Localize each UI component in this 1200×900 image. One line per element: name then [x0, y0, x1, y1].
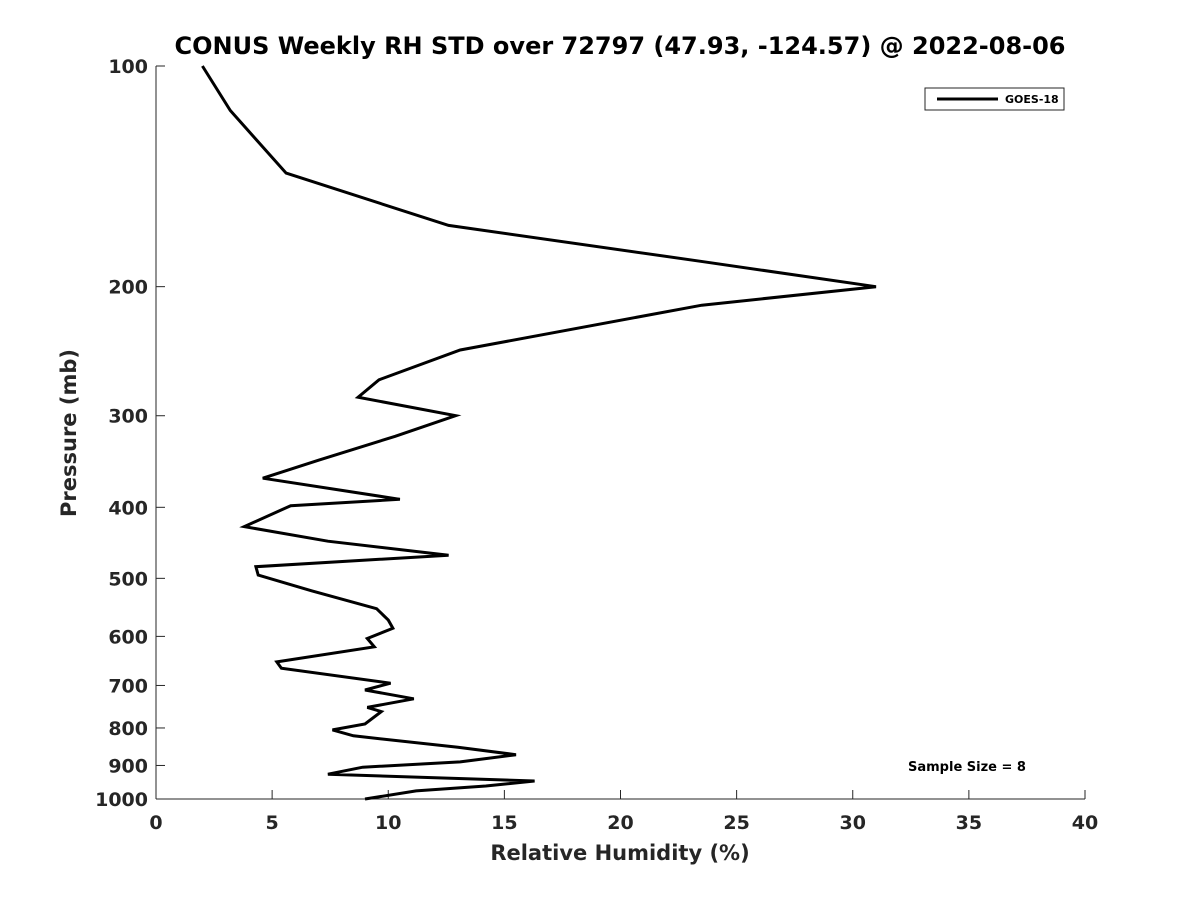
x-tick-label: 40 [1072, 812, 1098, 834]
legend: GOES-18 [924, 87, 1065, 111]
y-tick-label: 600 [108, 626, 148, 648]
chart-title: CONUS Weekly RH STD over 72797 (47.93, -… [174, 32, 1065, 60]
series-line-goes-18 [201, 65, 877, 801]
y-tick-label: 400 [108, 497, 148, 519]
x-tick-label: 25 [723, 812, 749, 834]
y-tick-label: 700 [108, 675, 148, 697]
x-tick-label: 15 [491, 812, 517, 834]
y-tick-label: 900 [108, 755, 148, 777]
y-tick-label: 1000 [95, 789, 148, 811]
series-layer [201, 65, 877, 801]
x-axis-label: Relative Humidity (%) [490, 841, 749, 865]
y-axis-ticks: 100 200 300 400 500 600 700 800 900 1000 [95, 56, 165, 811]
x-tick-label: 10 [375, 812, 401, 834]
x-tick-label: 35 [956, 812, 982, 834]
y-tick-label: 800 [108, 718, 148, 740]
y-tick-label: 500 [108, 568, 148, 590]
sample-size-annotation: Sample Size = 8 [908, 760, 1026, 775]
x-tick-label: 5 [266, 812, 279, 834]
y-tick-label: 200 [108, 277, 148, 299]
y-axis-label: Pressure (mb) [57, 349, 81, 517]
x-axis-ticks: 0 5 10 15 20 25 30 35 40 [149, 790, 1098, 834]
y-tick-label: 100 [108, 56, 148, 78]
legend-label-goes-18: GOES-18 [1005, 93, 1059, 106]
x-tick-label: 20 [607, 812, 633, 834]
x-tick-label: 0 [149, 812, 162, 834]
y-tick-label: 300 [108, 406, 148, 428]
x-tick-label: 30 [840, 812, 866, 834]
